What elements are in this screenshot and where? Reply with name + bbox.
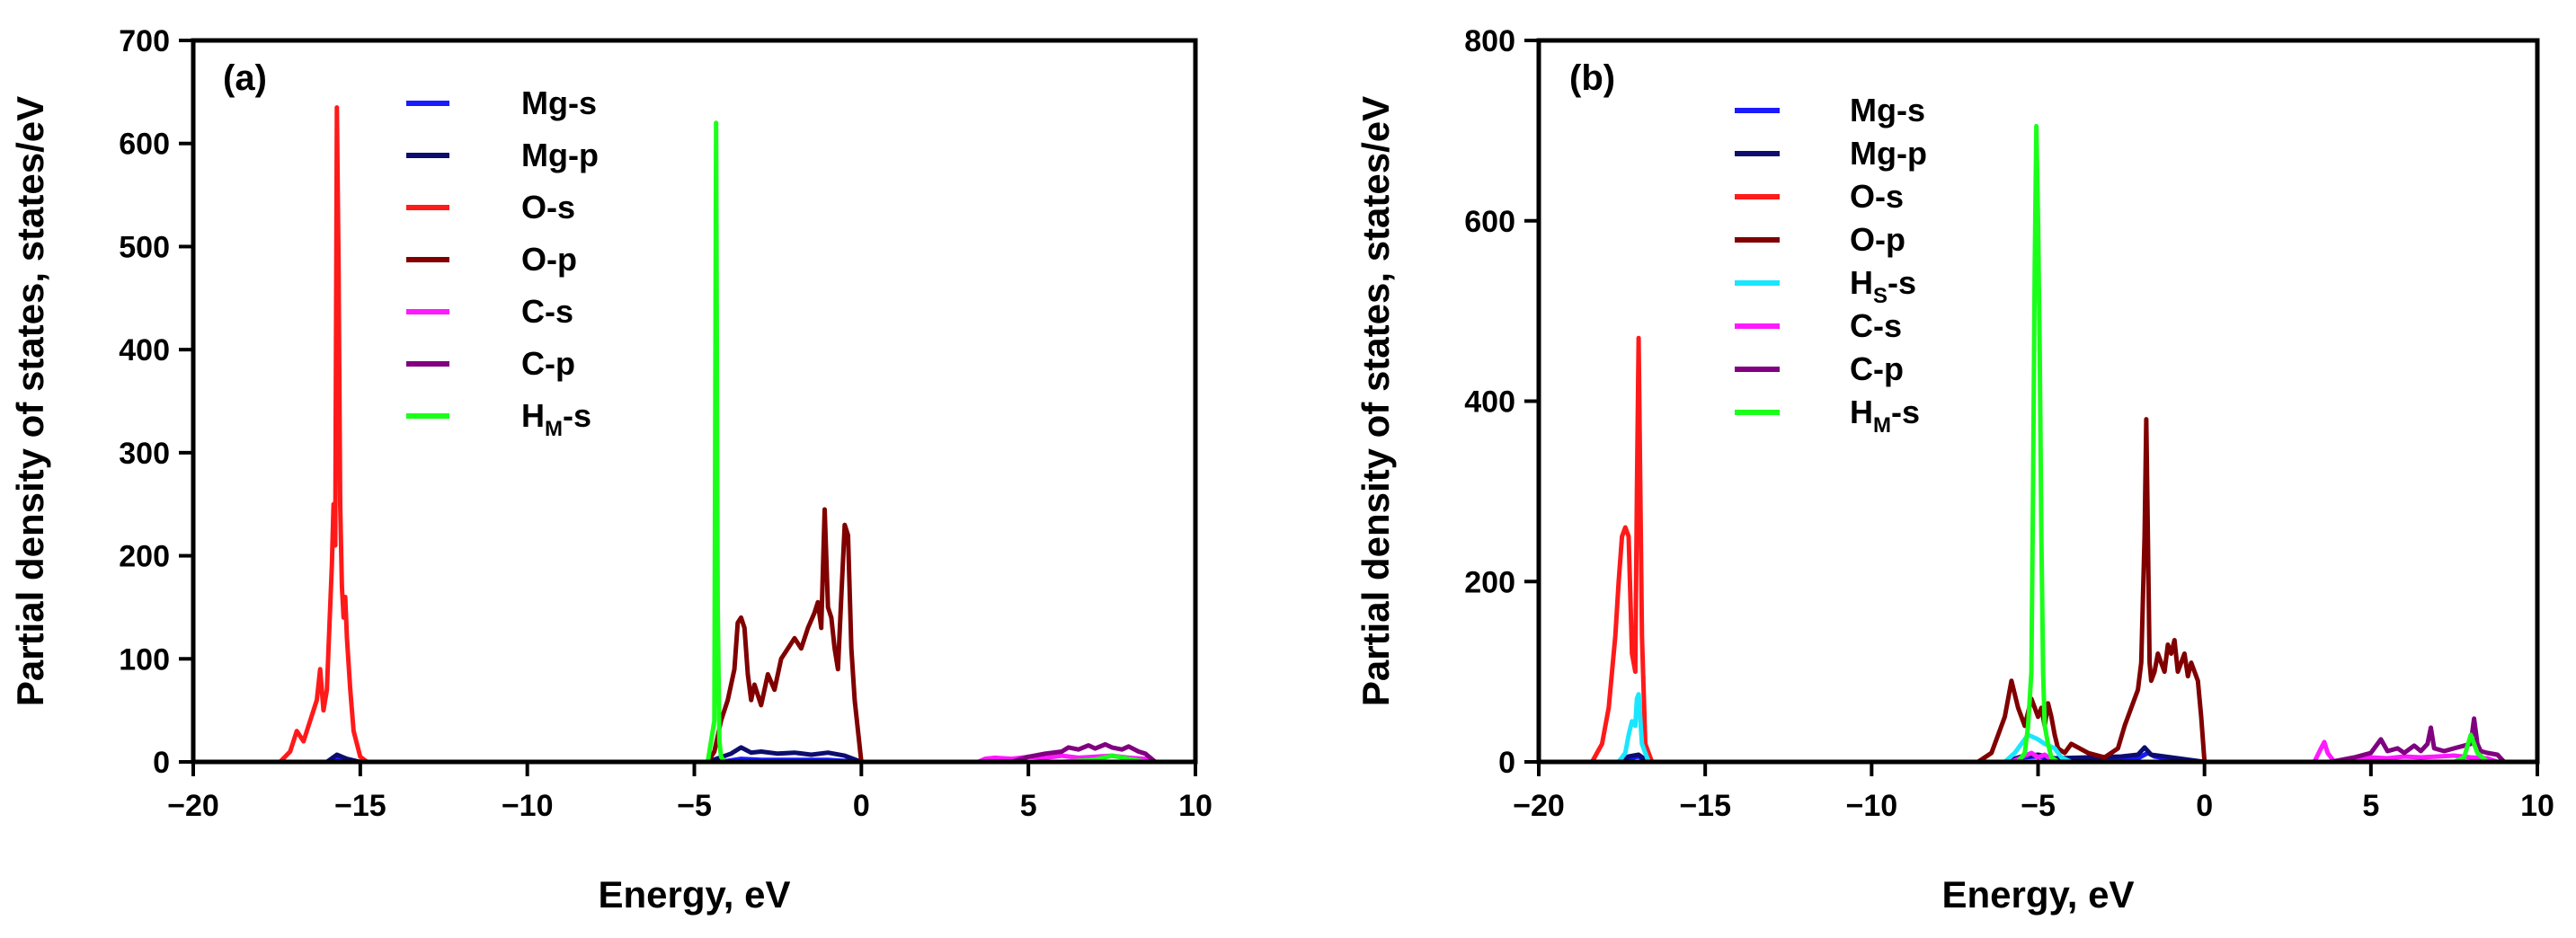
legend-label-o-p: O-p xyxy=(1850,221,1905,258)
y-tick-label: 100 xyxy=(119,642,170,677)
x-tick-label: −5 xyxy=(2021,789,2056,823)
y-tick-label: 300 xyxy=(119,437,170,471)
legend-label-hm-s: HM-s xyxy=(521,397,591,441)
y-tick-label: 700 xyxy=(119,24,170,58)
x-tick-label: −5 xyxy=(677,789,712,823)
legend-label-mg-p: Mg-p xyxy=(521,137,599,173)
series-line-o-s xyxy=(278,105,369,764)
x-tick-label: −15 xyxy=(1679,789,1731,823)
series-line-o-p xyxy=(706,507,1195,765)
y-tick-label: 600 xyxy=(1464,205,1515,239)
legend-label-o-p: O-p xyxy=(521,241,577,278)
chart-panel-a: −20 −15 −10 −5 0 5 100100200300400500600700Ene… xyxy=(9,24,1212,916)
y-axis-title: Partial density of states, states/eV xyxy=(9,96,51,706)
x-tick-label: −20 xyxy=(167,789,219,823)
x-tick-label: −10 xyxy=(502,789,554,823)
x-tick-label: 5 xyxy=(2362,789,2379,823)
x-axis-title: Energy, eV xyxy=(599,873,791,916)
x-tick-label: −20 xyxy=(1513,789,1565,823)
y-tick-label: 500 xyxy=(119,230,170,264)
series-line-c-s xyxy=(193,753,1195,765)
y-tick-label: 0 xyxy=(1498,746,1515,780)
series-line-hm-s xyxy=(246,120,1195,765)
x-tick-label: 0 xyxy=(2196,789,2213,823)
y-tick-label: 600 xyxy=(119,128,170,162)
legend: Mg-s Mg-p O-s O-p C-s C-p HM-s xyxy=(406,84,599,441)
x-axis-title: Energy, eV xyxy=(1942,873,2135,916)
y-axis-title: Partial density of states, states/eV xyxy=(1355,96,1397,706)
y-tick-label: 200 xyxy=(119,540,170,574)
chart-panel-b: −20 −15 −10 −5 0 5 10 0 200 400 600 800 Energy, eV Pa… xyxy=(1355,24,2554,916)
x-tick-label: 10 xyxy=(2520,789,2554,823)
x-tick-label: 0 xyxy=(853,789,870,823)
series-line-o-p xyxy=(1976,417,2537,765)
y-tick-label: 200 xyxy=(1464,565,1515,599)
y-tick-label: 0 xyxy=(153,746,170,780)
legend-label-o-s: O-s xyxy=(1850,178,1904,215)
legend-label-hm-s: HM-s xyxy=(1850,394,1920,438)
legend-label-hs-s: HS-s xyxy=(1850,264,1916,308)
x-tick-label: 5 xyxy=(1020,789,1037,823)
legend-label-c-s: C-s xyxy=(1850,307,1902,344)
legend-label-mg-s: Mg-s xyxy=(521,84,597,121)
y-tick-label: 400 xyxy=(1464,385,1515,420)
legend-label-o-s: O-s xyxy=(521,189,575,226)
x-tick-label: −15 xyxy=(334,789,386,823)
legend-label-mg-p: Mg-p xyxy=(1850,135,1927,172)
series-line-hm-s xyxy=(1539,123,2537,765)
series-group xyxy=(1539,123,2537,765)
legend-label-c-s: C-s xyxy=(521,293,573,330)
y-tick-label: 400 xyxy=(119,333,170,367)
panel-label: (a) xyxy=(223,58,267,98)
legend: Mg-s Mg-p O-s O-p HS-sC-s C-p HM-s xyxy=(1735,92,1927,438)
y-tick-label: 800 xyxy=(1464,24,1515,58)
legend-label-c-p: C-p xyxy=(521,345,575,382)
series-line-mg-p xyxy=(193,745,1195,765)
legend-label-c-p: C-p xyxy=(1850,350,1904,387)
x-tick-label: 10 xyxy=(1178,789,1212,823)
panel-label: (b) xyxy=(1569,58,1615,98)
series-line-c-p xyxy=(193,742,1195,765)
x-tick-label: −10 xyxy=(1845,789,1897,823)
series-group xyxy=(193,105,1195,765)
legend-label-mg-s: Mg-s xyxy=(1850,92,1925,128)
series-line-c-p xyxy=(1539,716,2537,765)
series-line-o-s xyxy=(1590,335,1655,764)
